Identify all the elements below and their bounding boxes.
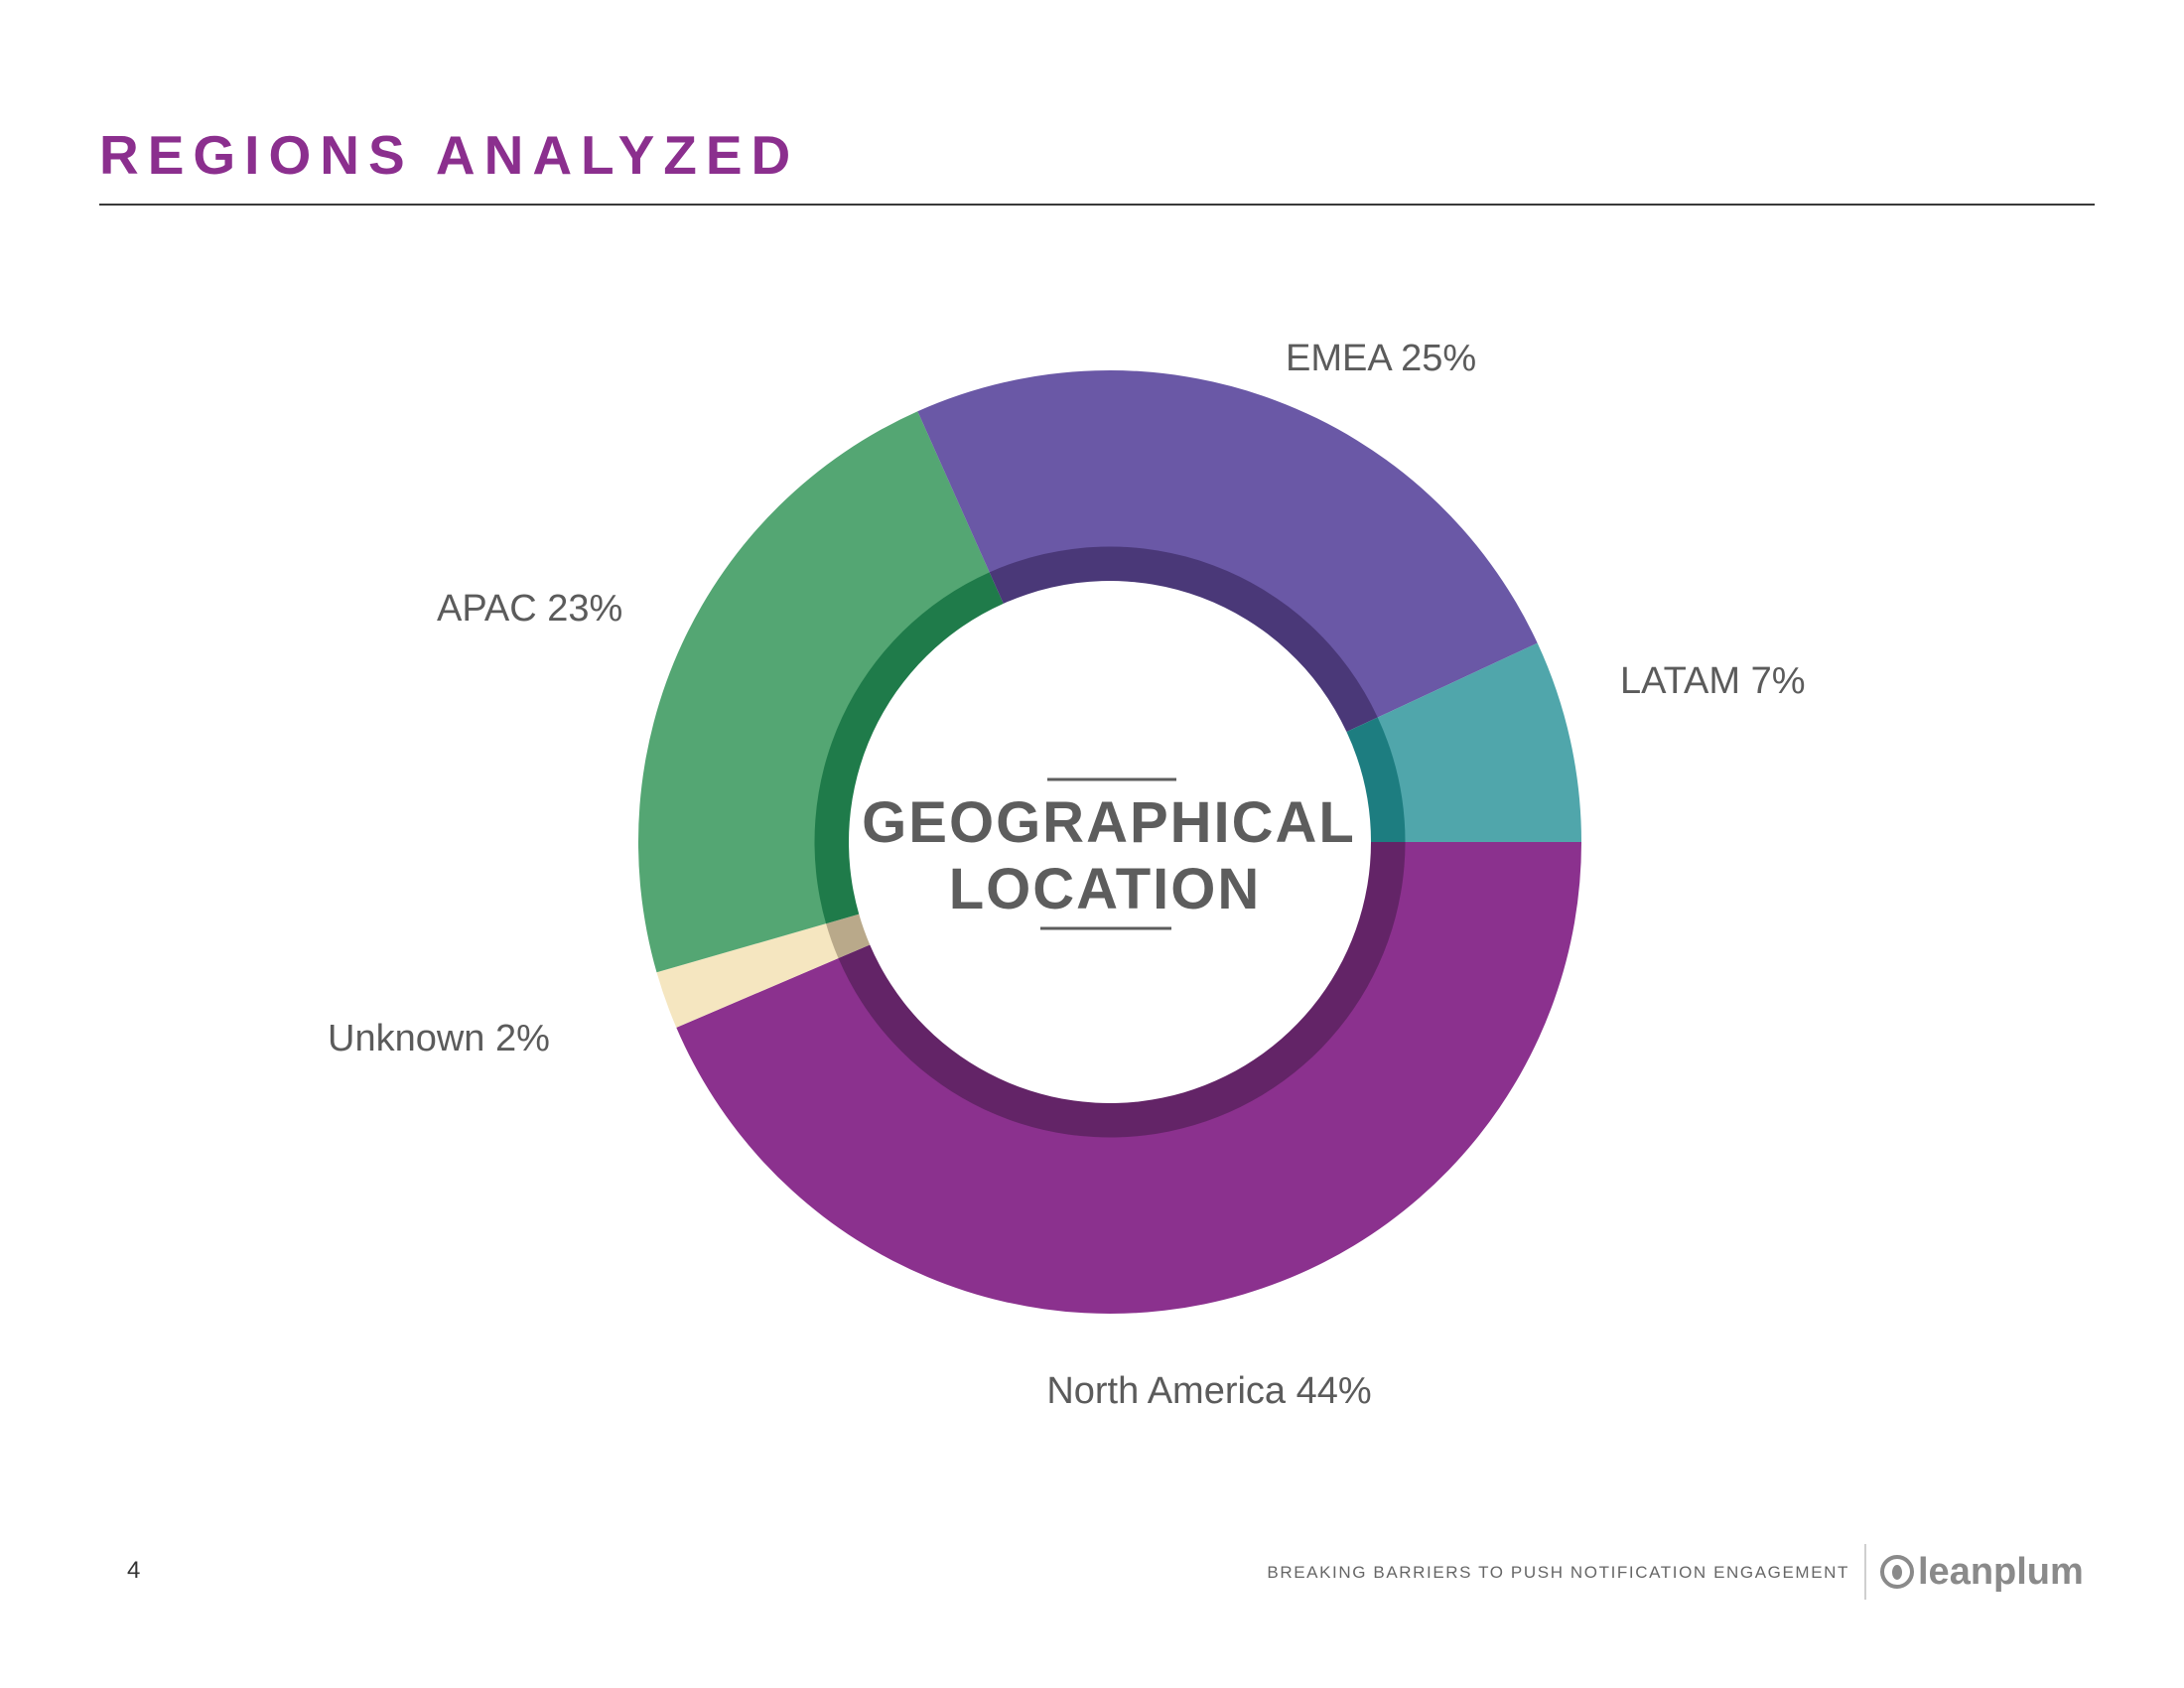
slice-inner-band-north-america (838, 842, 1406, 1138)
donut-chart: North America 44% Unknown 2% APAC 23% EMEA … (328, 338, 1806, 1412)
slice-emea (917, 369, 1538, 718)
slice-label-unknown: Unknown 2% (328, 1018, 550, 1059)
brand-name: leanplum (1918, 1550, 2084, 1593)
slice-apac (638, 411, 990, 973)
slice-label-emea: EMEA 25% (1286, 338, 1476, 379)
slice-north-america (676, 842, 1581, 1314)
footer-divider (1864, 1544, 1866, 1600)
slice-inner-band-unknown (826, 914, 871, 959)
page-title: REGIONS ANALYZED (99, 124, 800, 186)
slice-latam (1377, 642, 1581, 842)
footer-tagline: BREAKING BARRIERS TO PUSH NOTIFICATION E… (1267, 1563, 1849, 1582)
center-label-line-1: GEOGRAPHICAL (862, 790, 1356, 855)
slice-label-north-america: North America 44% (1046, 1370, 1371, 1412)
leanplum-logo-icon (1880, 1555, 1914, 1589)
page-number: 4 (127, 1557, 141, 1584)
chart-slice-labels: North America 44% Unknown 2% APAC 23% EMEA … (328, 338, 1806, 1412)
slice-label-apac: APAC 23% (437, 588, 622, 630)
slice-unknown (656, 923, 839, 1028)
center-label-line-2: LOCATION (949, 857, 1262, 921)
title-divider (99, 204, 2095, 206)
slice-inner-band-latam (1346, 717, 1406, 842)
slice-label-latam: LATAM 7% (1620, 660, 1806, 702)
slice-inner-band-emea (989, 546, 1378, 733)
chart-slices (638, 369, 1581, 1314)
slice-inner-band-apac (814, 572, 1004, 924)
brand-logo: leanplum (1880, 1547, 2084, 1597)
